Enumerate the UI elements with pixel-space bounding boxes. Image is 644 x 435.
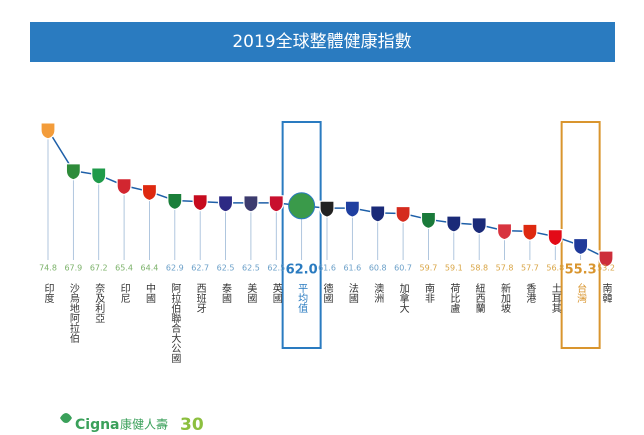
- anniversary: 30: [180, 415, 204, 435]
- category-label: 英國: [270, 282, 282, 304]
- category-label: 美國: [245, 282, 257, 304]
- value-label: 61.6: [318, 264, 336, 273]
- marker: [471, 217, 487, 235]
- marker: [217, 195, 234, 213]
- marker: [395, 205, 411, 224]
- value-label: 59.7: [420, 264, 438, 273]
- marker: [598, 250, 614, 268]
- value-label: 60.8: [369, 264, 387, 273]
- marker: [167, 192, 183, 211]
- category-label: 香港: [524, 283, 536, 303]
- value-label: 59.1: [445, 264, 463, 273]
- value-label: 53.2: [597, 264, 615, 273]
- marker: [141, 183, 158, 202]
- value-label: 60.7: [394, 264, 412, 273]
- marker: [344, 200, 360, 218]
- category-label: 南非: [422, 282, 434, 304]
- marker: [370, 205, 386, 223]
- marker: [288, 192, 316, 220]
- value-label: 55.3: [565, 263, 597, 278]
- marker: [319, 200, 335, 218]
- category-label: 澳洲: [372, 282, 384, 303]
- highlight-box: [560, 121, 601, 349]
- value-label: 62.7: [191, 264, 209, 273]
- marker: [496, 223, 513, 241]
- brand: Cigna: [75, 417, 120, 433]
- category-label: 南韓: [600, 282, 612, 304]
- marker: [91, 167, 107, 185]
- highlight-box: [281, 121, 322, 349]
- category-label: 紐西蘭: [473, 282, 485, 314]
- category-label: 法國: [346, 282, 358, 304]
- value-label: 57.7: [521, 264, 539, 273]
- value-label: 62.5: [267, 264, 285, 273]
- value-label: 57.8: [496, 264, 514, 273]
- marker: [65, 163, 81, 181]
- logo-leaf: [60, 413, 72, 423]
- value-label: 62.5: [242, 264, 260, 273]
- category-label: 泰國: [220, 282, 232, 304]
- title-bar: [30, 22, 615, 62]
- marker: [446, 215, 462, 233]
- marker: [573, 237, 589, 256]
- category-label: 印度: [42, 283, 54, 304]
- value-label: 74.8: [39, 264, 57, 273]
- value-label: 61.6: [343, 264, 361, 273]
- category-label: 荷比盧: [448, 283, 460, 314]
- category-label: 沙烏地阿拉伯: [67, 283, 79, 344]
- category-label: 中國: [143, 282, 155, 304]
- marker: [40, 122, 56, 140]
- marker: [116, 178, 132, 196]
- category-label: 土耳其: [549, 282, 561, 314]
- value-label: 67.9: [64, 264, 82, 273]
- chart-title: 2019全球整體健康指數: [232, 32, 411, 52]
- marker: [243, 195, 259, 213]
- value-label: 65.4: [115, 264, 133, 273]
- value-label: 62.0: [286, 263, 318, 278]
- value-label: 62.5: [217, 264, 235, 273]
- value-label: 64.4: [141, 264, 159, 273]
- value-label: 58.8: [470, 264, 488, 273]
- marker: [420, 211, 437, 230]
- category-label: 台灣: [575, 282, 587, 304]
- value-label: 67.2: [90, 264, 108, 273]
- company: 康健人壽: [120, 417, 168, 432]
- category-label: 平均值: [296, 283, 308, 314]
- category-label: 新加坡: [499, 282, 511, 314]
- category-label: 加拿大: [397, 283, 409, 314]
- value-label: 56.8: [546, 264, 564, 273]
- marker: [268, 195, 284, 213]
- category-label: 奈及利亞: [93, 282, 105, 323]
- category-label: 印尼: [118, 283, 130, 304]
- category-label: 西班牙: [194, 283, 206, 314]
- marker: [547, 229, 563, 247]
- category-label: 阿拉伯聯合大公國: [169, 283, 181, 364]
- marker: [522, 223, 538, 241]
- marker: [192, 194, 208, 212]
- value-label: 62.9: [166, 264, 184, 273]
- category-label: 德國: [321, 282, 333, 304]
